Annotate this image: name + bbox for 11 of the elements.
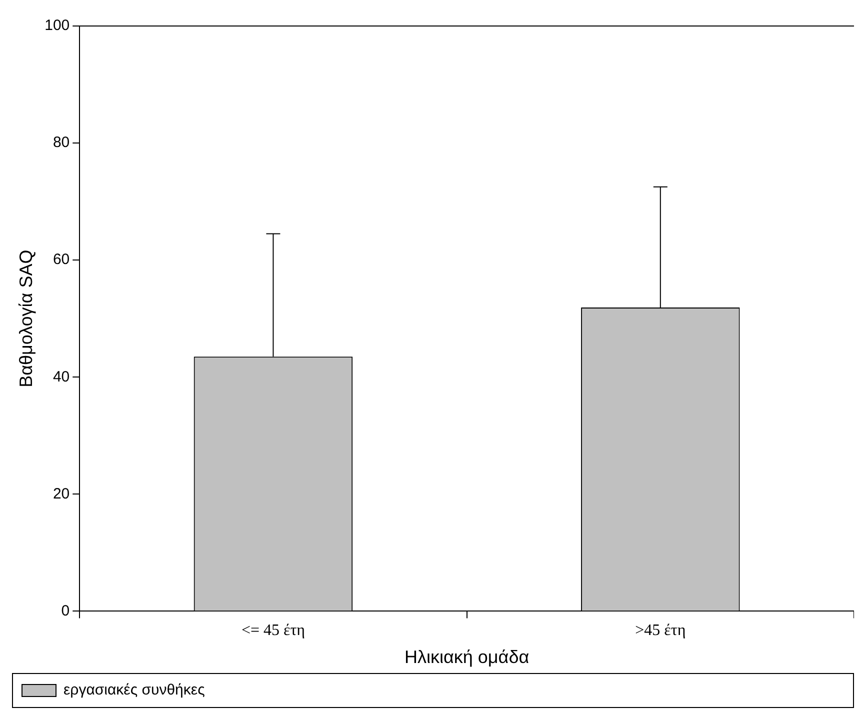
x-axis-title: Ηλικιακή ομάδα	[404, 647, 530, 668]
legend-label: εργασιακές συνθήκες	[64, 682, 205, 699]
y-tick-label: 80	[52, 134, 70, 152]
y-axis-title: Βαθμολογία SAQ	[16, 250, 36, 388]
x-tick-label: >45 έτη	[635, 622, 686, 640]
y-tick-label: 0	[61, 602, 70, 620]
y-tick-label: 100	[44, 17, 70, 34]
y-tick-label: 20	[52, 485, 70, 502]
y-tick-label: 60	[52, 251, 70, 268]
x-tick-label: <= 45 έτη	[241, 622, 305, 640]
y-tick-label: 40	[52, 368, 70, 386]
